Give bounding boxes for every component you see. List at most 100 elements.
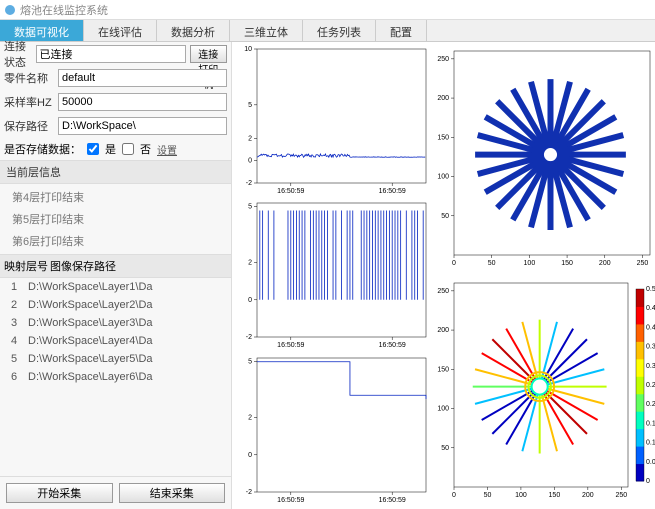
svg-text:250: 250	[437, 56, 449, 63]
mapping-header: 映射层号 图像保存路径	[0, 254, 231, 278]
tab-5[interactable]: 配置	[376, 20, 427, 41]
settings-link[interactable]: 设置	[157, 142, 177, 157]
scan-column: 0501001502002505010015020025005010015020…	[427, 42, 655, 509]
tab-4[interactable]: 任务列表	[303, 20, 376, 41]
map-row-path: D:\WorkSpace\Layer6\Da	[28, 371, 231, 383]
no-label: 否	[140, 141, 151, 157]
svg-text:0.4: 0.4	[646, 324, 655, 331]
mapping-row[interactable]: 6D:\WorkSpace\Layer6\Da	[0, 368, 231, 386]
svg-text:16:50:59: 16:50:59	[277, 188, 304, 195]
path-label: 保存路径	[4, 118, 54, 134]
svg-text:0: 0	[452, 492, 456, 499]
mapping-row[interactable]: 5D:\WorkSpace\Layer5\Da	[0, 350, 231, 368]
svg-text:0: 0	[452, 260, 456, 267]
svg-text:250: 250	[637, 260, 649, 267]
sample-rate-input[interactable]	[58, 93, 227, 111]
svg-text:0.5: 0.5	[646, 286, 655, 293]
map-col-path: 图像保存路径	[50, 258, 116, 274]
stop-capture-button[interactable]: 结束采集	[119, 483, 226, 503]
map-row-index: 2	[0, 299, 28, 311]
app-icon	[4, 4, 16, 16]
mapping-row[interactable]: 3D:\WorkSpace\Layer3\Da	[0, 314, 231, 332]
svg-text:0: 0	[646, 478, 650, 485]
svg-text:2: 2	[248, 135, 252, 142]
svg-text:0.3: 0.3	[646, 362, 655, 369]
svg-text:200: 200	[582, 492, 594, 499]
map-row-index: 1	[0, 281, 28, 293]
layer-info-header: 当前层信息	[0, 160, 231, 184]
svg-text:16:50:59: 16:50:59	[379, 497, 406, 504]
titlebar: 熔池在线监控系统	[0, 0, 655, 20]
map-row-path: D:\WorkSpace\Layer5\Da	[28, 353, 231, 365]
tab-1[interactable]: 在线评估	[84, 20, 157, 41]
map-row-path: D:\WorkSpace\Layer1\Da	[28, 281, 231, 293]
layer-status-item: 第6层打印结束	[0, 230, 231, 252]
svg-text:0: 0	[248, 451, 252, 458]
map-row-index: 5	[0, 353, 28, 365]
tab-2[interactable]: 数据分析	[157, 20, 230, 41]
svg-text:16:50:59: 16:50:59	[379, 188, 406, 195]
store-yes-checkbox[interactable]	[87, 143, 99, 155]
svg-text:50: 50	[484, 492, 492, 499]
map-row-index: 3	[0, 317, 28, 329]
svg-text:0.2: 0.2	[646, 401, 655, 408]
timeseries-chart-1: -202516:50:5916:50:59	[235, 199, 430, 351]
timeseries-chart-2: -202516:50:5916:50:59	[235, 354, 430, 506]
mapping-list: 1D:\WorkSpace\Layer1\Da2D:\WorkSpace\Lay…	[0, 278, 231, 476]
svg-text:16:50:59: 16:50:59	[379, 342, 406, 349]
svg-text:0: 0	[248, 158, 252, 165]
svg-text:50: 50	[441, 444, 449, 451]
map-row-path: D:\WorkSpace\Layer3\Da	[28, 317, 231, 329]
layer-status-item: 第5层打印结束	[0, 208, 231, 230]
svg-text:16:50:59: 16:50:59	[277, 497, 304, 504]
mapping-row[interactable]: 1D:\WorkSpace\Layer1\Da	[0, 278, 231, 296]
svg-text:16:50:59: 16:50:59	[277, 342, 304, 349]
store-no-checkbox[interactable]	[122, 143, 134, 155]
mapping-row[interactable]: 4D:\WorkSpace\Layer4\Da	[0, 332, 231, 350]
save-path-input[interactable]	[58, 117, 227, 135]
svg-text:50: 50	[488, 260, 496, 267]
svg-text:150: 150	[549, 492, 561, 499]
svg-text:-2: -2	[246, 334, 252, 341]
yes-label: 是	[105, 141, 116, 157]
svg-text:5: 5	[248, 102, 252, 109]
left-panel: 连接状态 连接打印机 零件名称 采样率HZ 保存路径 是否存储数据： 是 否 设…	[0, 42, 232, 509]
tab-bar: 数据可视化在线评估数据分析三维立体任务列表配置	[0, 20, 655, 42]
svg-text:0.15: 0.15	[646, 420, 655, 427]
svg-text:200: 200	[599, 260, 611, 267]
map-row-index: 6	[0, 371, 28, 383]
svg-text:0.25: 0.25	[646, 382, 655, 389]
svg-text:0: 0	[248, 297, 252, 304]
svg-text:0.45: 0.45	[646, 305, 655, 312]
svg-text:0.35: 0.35	[646, 343, 655, 350]
svg-text:150: 150	[437, 366, 449, 373]
svg-text:2: 2	[248, 414, 252, 421]
svg-text:-2: -2	[246, 180, 252, 187]
tab-3[interactable]: 三维立体	[230, 20, 303, 41]
start-capture-button[interactable]: 开始采集	[6, 483, 113, 503]
connect-printer-button[interactable]: 连接打印机	[190, 45, 228, 63]
timeseries-chart-0: -2 0 2 5 10 16:50:59 16:50:59	[235, 45, 430, 197]
svg-text:100: 100	[437, 174, 449, 181]
map-col-index: 映射层号	[0, 258, 50, 274]
map-row-index: 4	[0, 335, 28, 347]
svg-text:250: 250	[437, 287, 449, 294]
svg-text:100: 100	[524, 260, 536, 267]
conn-status-input[interactable]	[36, 45, 186, 63]
svg-text:50: 50	[441, 213, 449, 220]
rate-label: 采样率HZ	[4, 94, 54, 110]
svg-text:5: 5	[248, 358, 252, 365]
layer-status-list: 第4层打印结束第5层打印结束第6层打印结束	[0, 184, 231, 254]
svg-text:10: 10	[244, 46, 252, 53]
part-label: 零件名称	[4, 70, 54, 86]
svg-text:5: 5	[248, 204, 252, 211]
svg-text:250: 250	[615, 492, 627, 499]
svg-text:0.05: 0.05	[646, 458, 655, 465]
svg-text:150: 150	[437, 134, 449, 141]
map-row-path: D:\WorkSpace\Layer2\Da	[28, 299, 231, 311]
map-row-path: D:\WorkSpace\Layer4\Da	[28, 335, 231, 347]
part-name-input[interactable]	[58, 69, 227, 87]
timeseries-column: -2 0 2 5 10 16:50:59 16:50:59 -2 0 2 5 16:50:59 16:5…	[232, 42, 427, 509]
mapping-row[interactable]: 2D:\WorkSpace\Layer2\Da	[0, 296, 231, 314]
scan-plot-outline: 05010015020025050100150200250	[430, 45, 655, 271]
